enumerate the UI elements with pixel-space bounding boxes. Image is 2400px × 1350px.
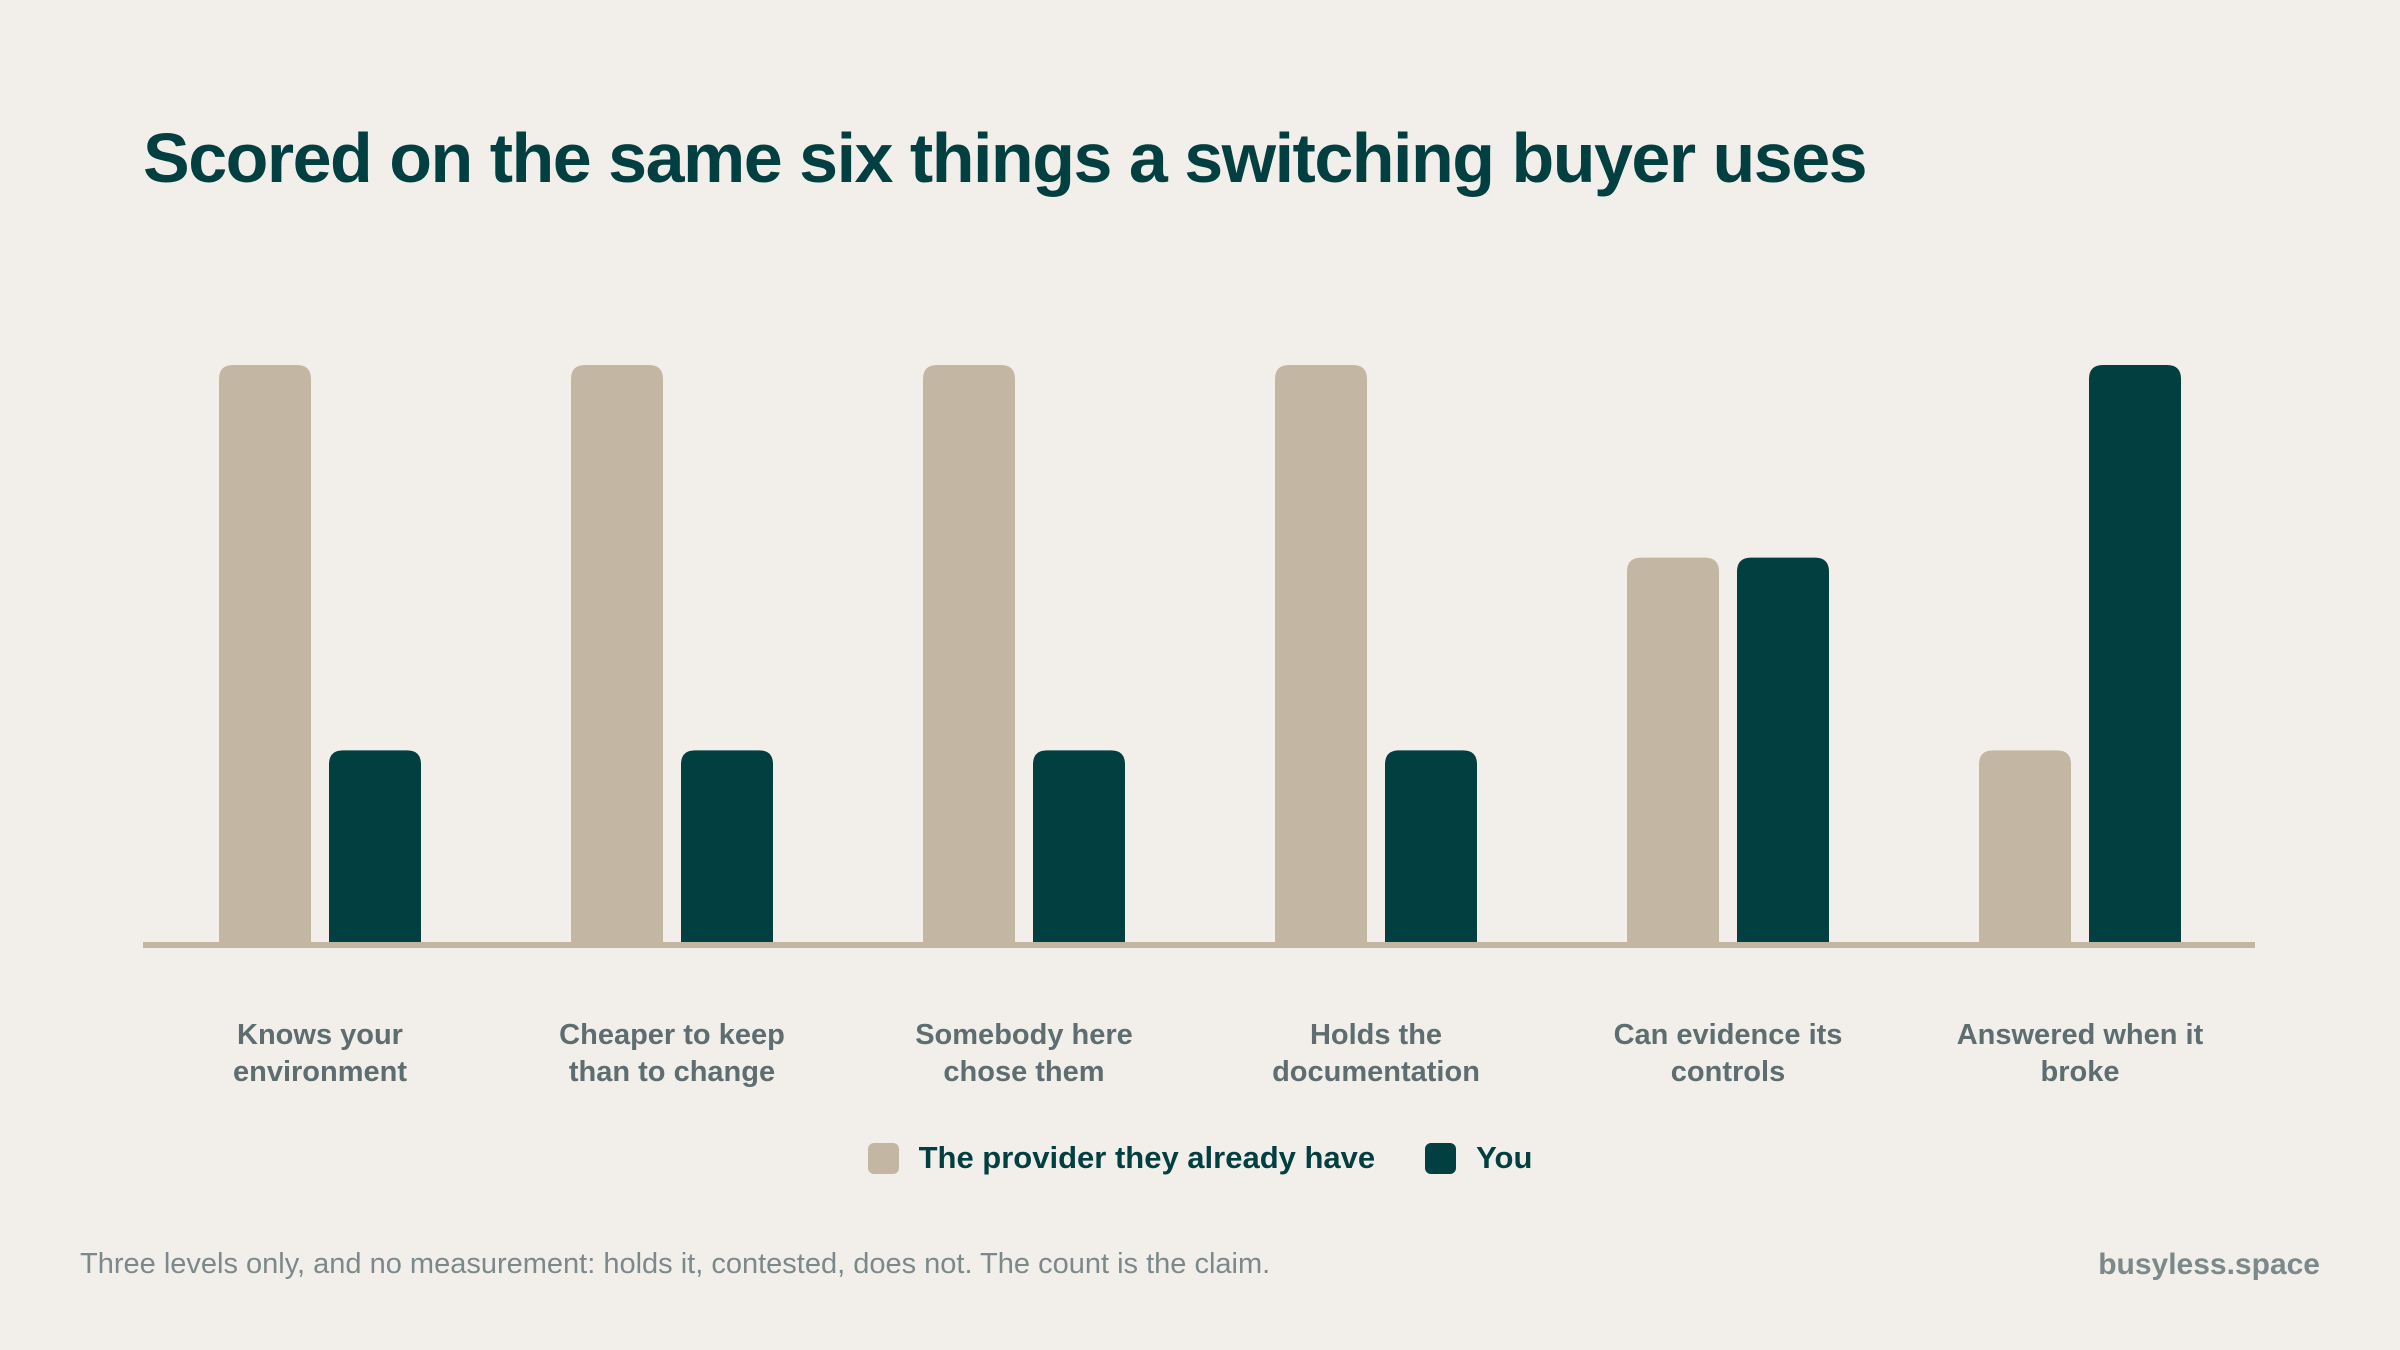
bar-provider-5 [1979,750,2071,943]
legend: The provider they already have You [0,1140,2400,1176]
category-label-1: Cheaper to keep than to change [559,1019,785,1088]
legend-label-you: You [1476,1140,1533,1175]
legend-label-provider: The provider they already have [918,1140,1376,1175]
legend-swatch-you [1425,1142,1457,1174]
category-label-2: Somebody here chose them [915,1019,1133,1088]
bar-provider-1 [571,365,663,943]
bar-provider-2 [923,365,1015,943]
legend-item-provider: The provider they already have [867,1140,1376,1176]
legend-item-you: You [1425,1140,1532,1176]
bar-you-4 [1737,557,1829,943]
bar-you-0 [329,750,421,943]
bar-you-1 [681,750,773,943]
bar-provider-0 [219,365,311,943]
brand-link[interactable]: busyless.space [2098,1248,2320,1281]
category-label-4: Can evidence its controls [1614,1019,1843,1088]
bar-you-3 [1385,750,1477,943]
bar-chart: Knows your environment Cheaper to keep than… [143,365,2255,1088]
bar-provider-3 [1275,365,1367,943]
bar-you-2 [1033,750,1125,943]
legend-swatch-provider [867,1142,899,1174]
chart-title: Scored on the same six things a switchin… [143,119,1868,197]
footnote: Three levels only, and no measurement: h… [80,1248,1271,1280]
category-label-3: Holds the documentation [1272,1019,1480,1088]
category-label-0: Knows your environment [233,1019,407,1088]
bar-provider-4 [1627,557,1719,943]
bar-you-5 [2089,365,2181,943]
x-axis-baseline [143,942,2255,948]
category-label-5: Answered when it broke [1957,1019,2204,1088]
